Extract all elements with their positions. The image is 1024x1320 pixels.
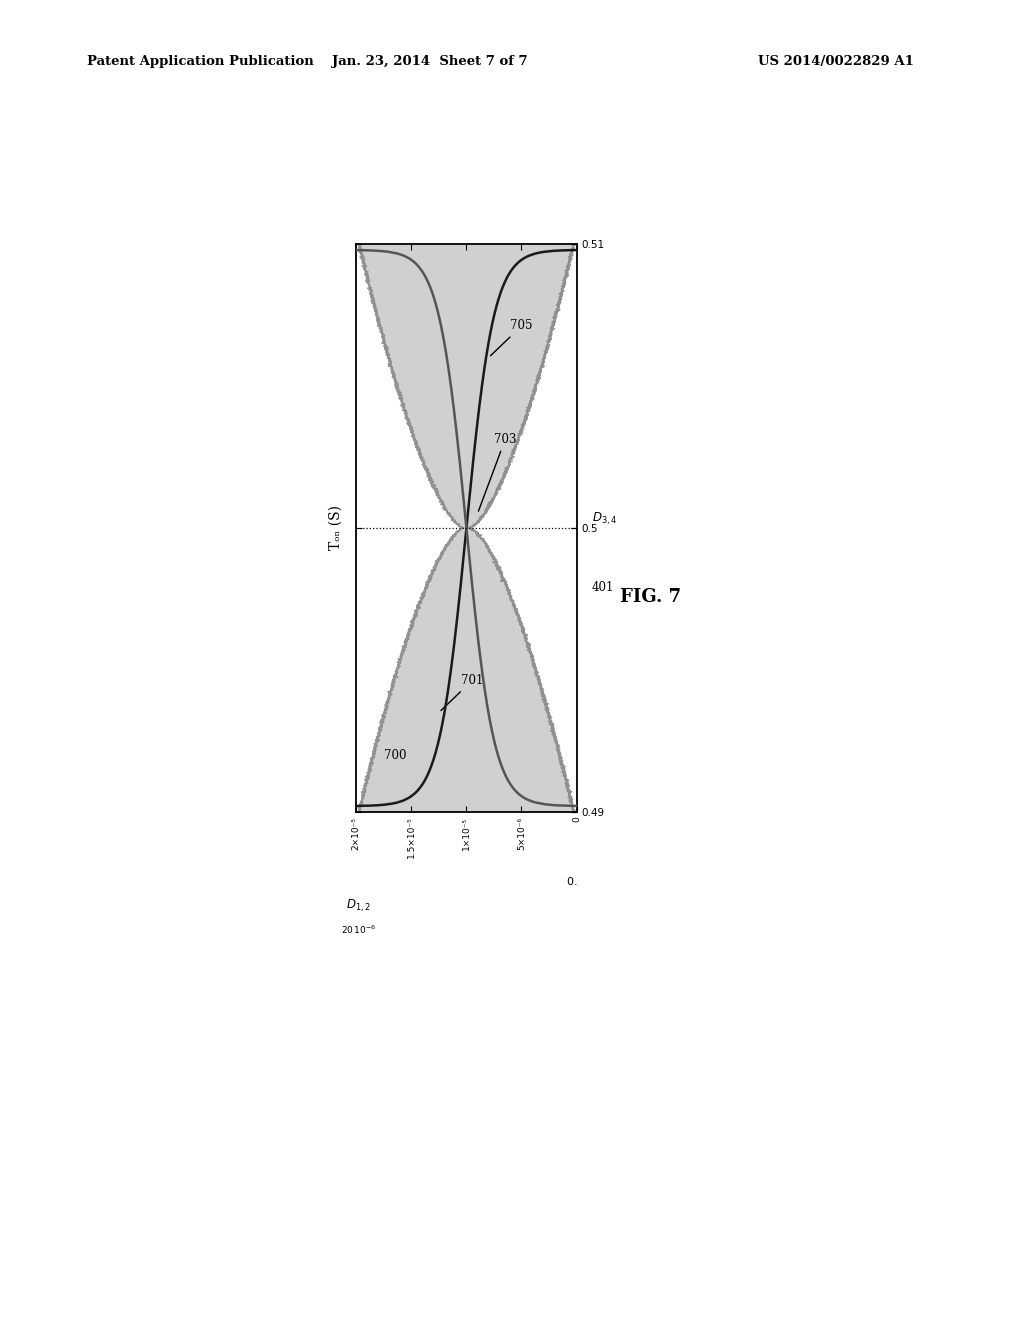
Text: $D_{1,2}$: $D_{1,2}$ <box>346 898 371 913</box>
Text: 703: 703 <box>478 433 516 511</box>
Text: US 2014/0022829 A1: US 2014/0022829 A1 <box>758 55 913 69</box>
Text: $20\,10^{-6}$: $20\,10^{-6}$ <box>341 924 377 936</box>
Text: 700: 700 <box>384 748 407 762</box>
Text: 701: 701 <box>441 675 483 710</box>
Text: $D_{3,4}$: $D_{3,4}$ <box>592 511 617 527</box>
Text: FIG. 7: FIG. 7 <box>620 587 681 606</box>
Y-axis label: Tₒₙ (S): Tₒₙ (S) <box>329 506 343 550</box>
Text: Jan. 23, 2014  Sheet 7 of 7: Jan. 23, 2014 Sheet 7 of 7 <box>332 55 528 69</box>
Text: $0.$: $0.$ <box>565 875 578 887</box>
Text: 705: 705 <box>490 319 532 356</box>
Text: Patent Application Publication: Patent Application Publication <box>87 55 313 69</box>
Text: 401: 401 <box>592 581 614 594</box>
